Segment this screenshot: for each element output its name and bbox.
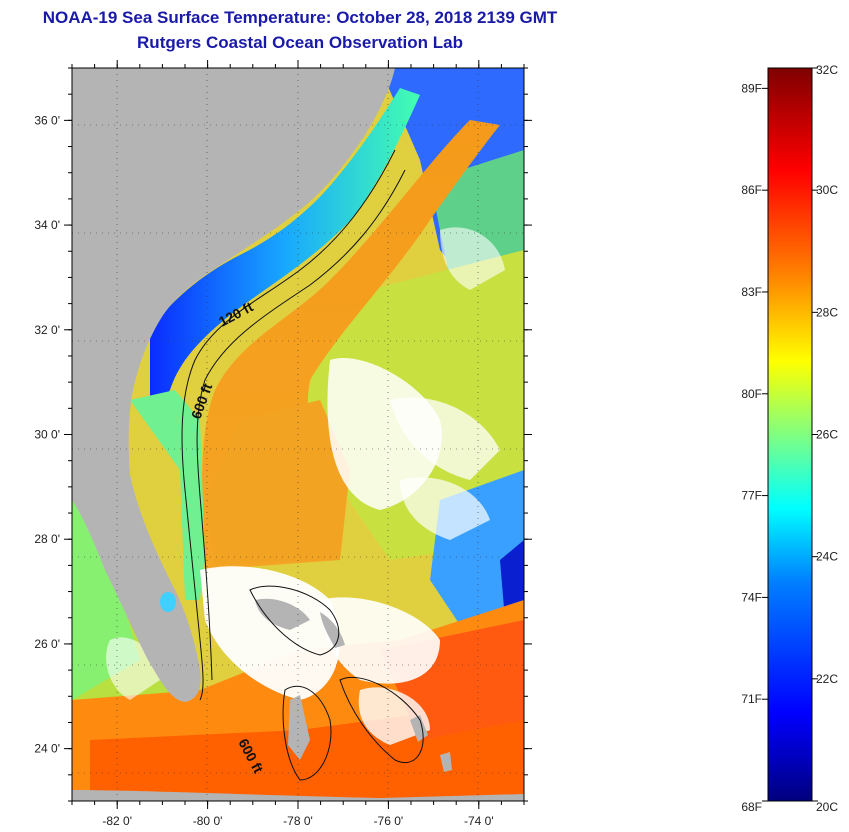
bathymetry-contours [181,149,424,781]
lat-tick-label: 24 0' [34,742,60,756]
lon-tick-label: -76 0' [374,814,404,828]
colorbar-fahrenheit-label: 80F [741,387,762,401]
colorbar-celsius-label: 20C [816,800,838,814]
lon-tick-label: -80 0' [193,814,223,828]
lake-okeechobee [160,592,176,612]
colorbar-fahrenheit-label: 86F [741,183,762,197]
cloud-cover [106,227,505,745]
colorbar-fahrenheit-label: 68F [741,800,762,814]
colorbar-fahrenheit-label: 83F [741,285,762,299]
lat-tick-label: 36 0' [34,113,60,127]
colorbar-fahrenheit-labels: 89F 86F 83F 80F 77F 74F 71F 68F [741,81,768,814]
colorbar-celsius-label: 28C [816,305,838,319]
graticule [72,68,524,801]
land-us-east-coast [72,68,395,702]
colorbar-celsius-label: 26C [816,428,838,442]
lat-tick-label: 28 0' [34,532,60,546]
land-cuba [72,790,524,801]
colorbar [767,67,813,802]
colorbar-fahrenheit-label: 89F [741,81,762,95]
colorbar-celsius-labels: 32C 30C 28C 26C 24C 22C 20C [812,63,838,814]
colorbar-celsius-label: 32C [816,63,838,77]
lat-tick-label: 26 0' [34,637,60,651]
land-bahamas [255,598,452,772]
colorbar-celsius-label: 30C [816,183,838,197]
colorbar-fahrenheit-label: 71F [741,692,762,706]
lon-tick-label: -78 0' [283,814,313,828]
lat-tick-label: 30 0' [34,428,60,442]
lon-tick-label: -74 0' [464,814,494,828]
latitude-axis: 36 0' 34 0' 32 0' 30 0' 28 0' 26 0' 24 0' [34,67,532,802]
colorbar-celsius-label: 22C [816,672,838,686]
longitude-axis: -82 0' -80 0' -78 0' -76 0' -74 0' [71,60,525,828]
map-subtitle: Rutgers Coastal Ocean Observation Lab [137,33,463,52]
sst-image: 120 ft 600 ft 600 ft [72,68,524,801]
lat-tick-label: 34 0' [34,218,60,232]
lat-tick-label: 32 0' [34,323,60,337]
colorbar-celsius-label: 24C [816,550,838,564]
colorbar-fahrenheit-label: 77F [741,489,762,503]
lon-tick-label: -82 0' [102,814,132,828]
map-title: NOAA-19 Sea Surface Temperature: October… [42,8,558,27]
colorbar-fahrenheit-label: 74F [741,590,762,604]
